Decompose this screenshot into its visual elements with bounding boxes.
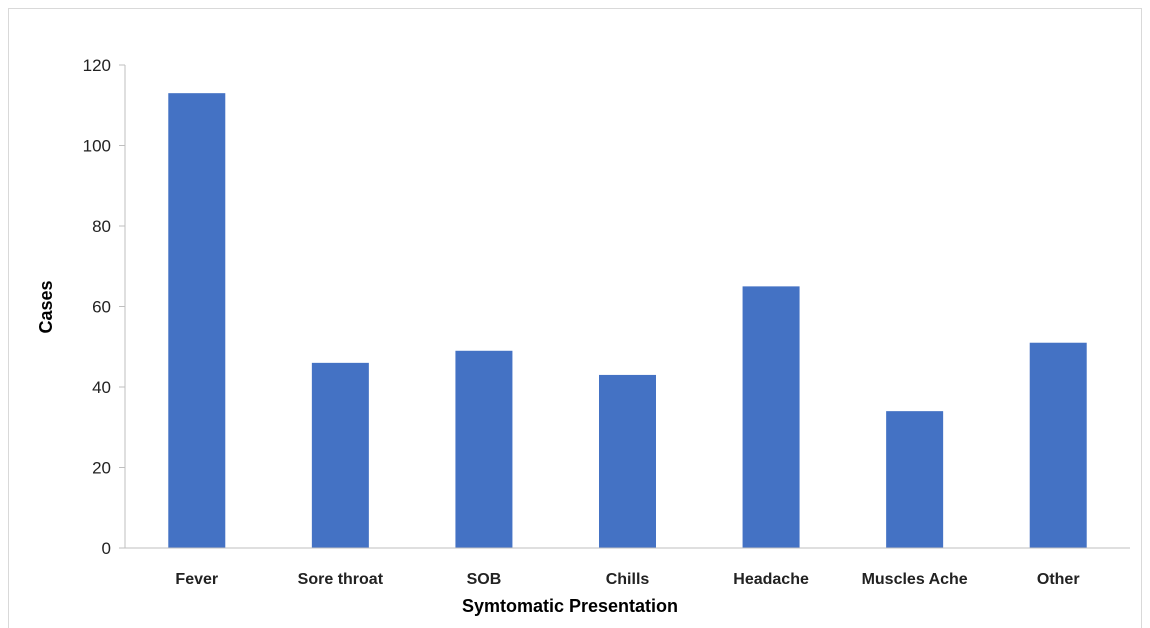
bar-muscles-ache [886, 411, 944, 548]
bar-sore-throat [311, 362, 369, 548]
bars-group [168, 93, 1087, 549]
x-axis-labels: Fever Sore throat SOB Chills Headache Muscles… [175, 571, 1079, 588]
y-tick-label: 60 [92, 298, 111, 317]
y-tick-label: 20 [92, 459, 111, 478]
x-axis-title: Symtomatic Presentation [462, 596, 678, 616]
y-axis-ticks: 0 20 40 60 80 100 120 [83, 56, 125, 558]
y-tick-label: 120 [83, 56, 111, 75]
x-category-label: Headache [733, 571, 809, 588]
x-category-label: SOB [467, 571, 502, 588]
y-tick-label: 80 [92, 217, 111, 236]
x-category-label: Other [1037, 571, 1080, 588]
y-axis-title: Cases [36, 280, 56, 333]
x-category-label: Sore throat [298, 571, 384, 588]
y-tick-label: 100 [83, 137, 111, 156]
y-tick-label: 0 [102, 539, 111, 558]
bar-other [1029, 342, 1087, 548]
bar-sob [455, 350, 513, 548]
x-category-label: Muscles Ache [862, 571, 968, 588]
x-category-label: Fever [175, 571, 218, 588]
bar-headache [742, 286, 800, 548]
bar-fever [168, 93, 226, 549]
chart-frame [8, 8, 1142, 628]
bar-chills [599, 374, 656, 548]
x-category-label: Chills [606, 571, 650, 588]
y-tick-label: 40 [92, 378, 111, 397]
